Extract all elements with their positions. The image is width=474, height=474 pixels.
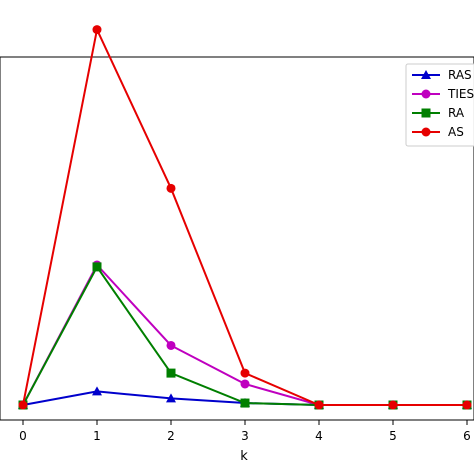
data-point: [166, 340, 176, 350]
data-point: [166, 368, 176, 378]
legend-label: RA: [448, 106, 465, 120]
data-point: [240, 379, 250, 389]
series-group: [18, 25, 472, 410]
legend-entry: RA: [412, 106, 465, 120]
data-point: [462, 400, 472, 410]
x-tick-label: 0: [19, 429, 27, 443]
legend-entry: TIES: [412, 87, 474, 101]
legend-frame: [405, 63, 474, 147]
axes: 0 1 2 3 4 5 6: [19, 420, 471, 443]
data-point: [166, 183, 176, 193]
legend-marker: [421, 89, 431, 99]
data-point: [240, 398, 250, 408]
data-point: [166, 393, 176, 403]
x-tick-label: 3: [241, 429, 249, 443]
legend-label: RAS: [448, 68, 472, 82]
series-as: [18, 25, 472, 410]
legend-marker: [421, 127, 431, 137]
legend-entry: RAS: [412, 68, 472, 82]
data-point: [92, 25, 102, 35]
data-point: [388, 400, 398, 410]
data-point: [314, 400, 324, 410]
data-point: [18, 400, 28, 410]
data-point: [240, 368, 250, 378]
legend: RAS TIES RA AS: [405, 63, 474, 147]
data-point: [92, 262, 102, 272]
x-tick-label: 2: [167, 429, 175, 443]
x-axis-label: k: [240, 449, 248, 464]
legend-label: TIES: [447, 87, 474, 101]
legend-marker: [421, 70, 431, 79]
legend-entry: AS: [412, 125, 464, 139]
legend-marker: [421, 108, 431, 118]
data-point: [92, 386, 102, 396]
x-tick-label: 1: [93, 429, 101, 443]
x-tick-label: 5: [389, 429, 397, 443]
plot-area: [0, 56, 474, 421]
x-tick-label: 4: [315, 429, 323, 443]
legend-label: AS: [448, 125, 464, 139]
x-tick-label: 6: [463, 429, 471, 443]
